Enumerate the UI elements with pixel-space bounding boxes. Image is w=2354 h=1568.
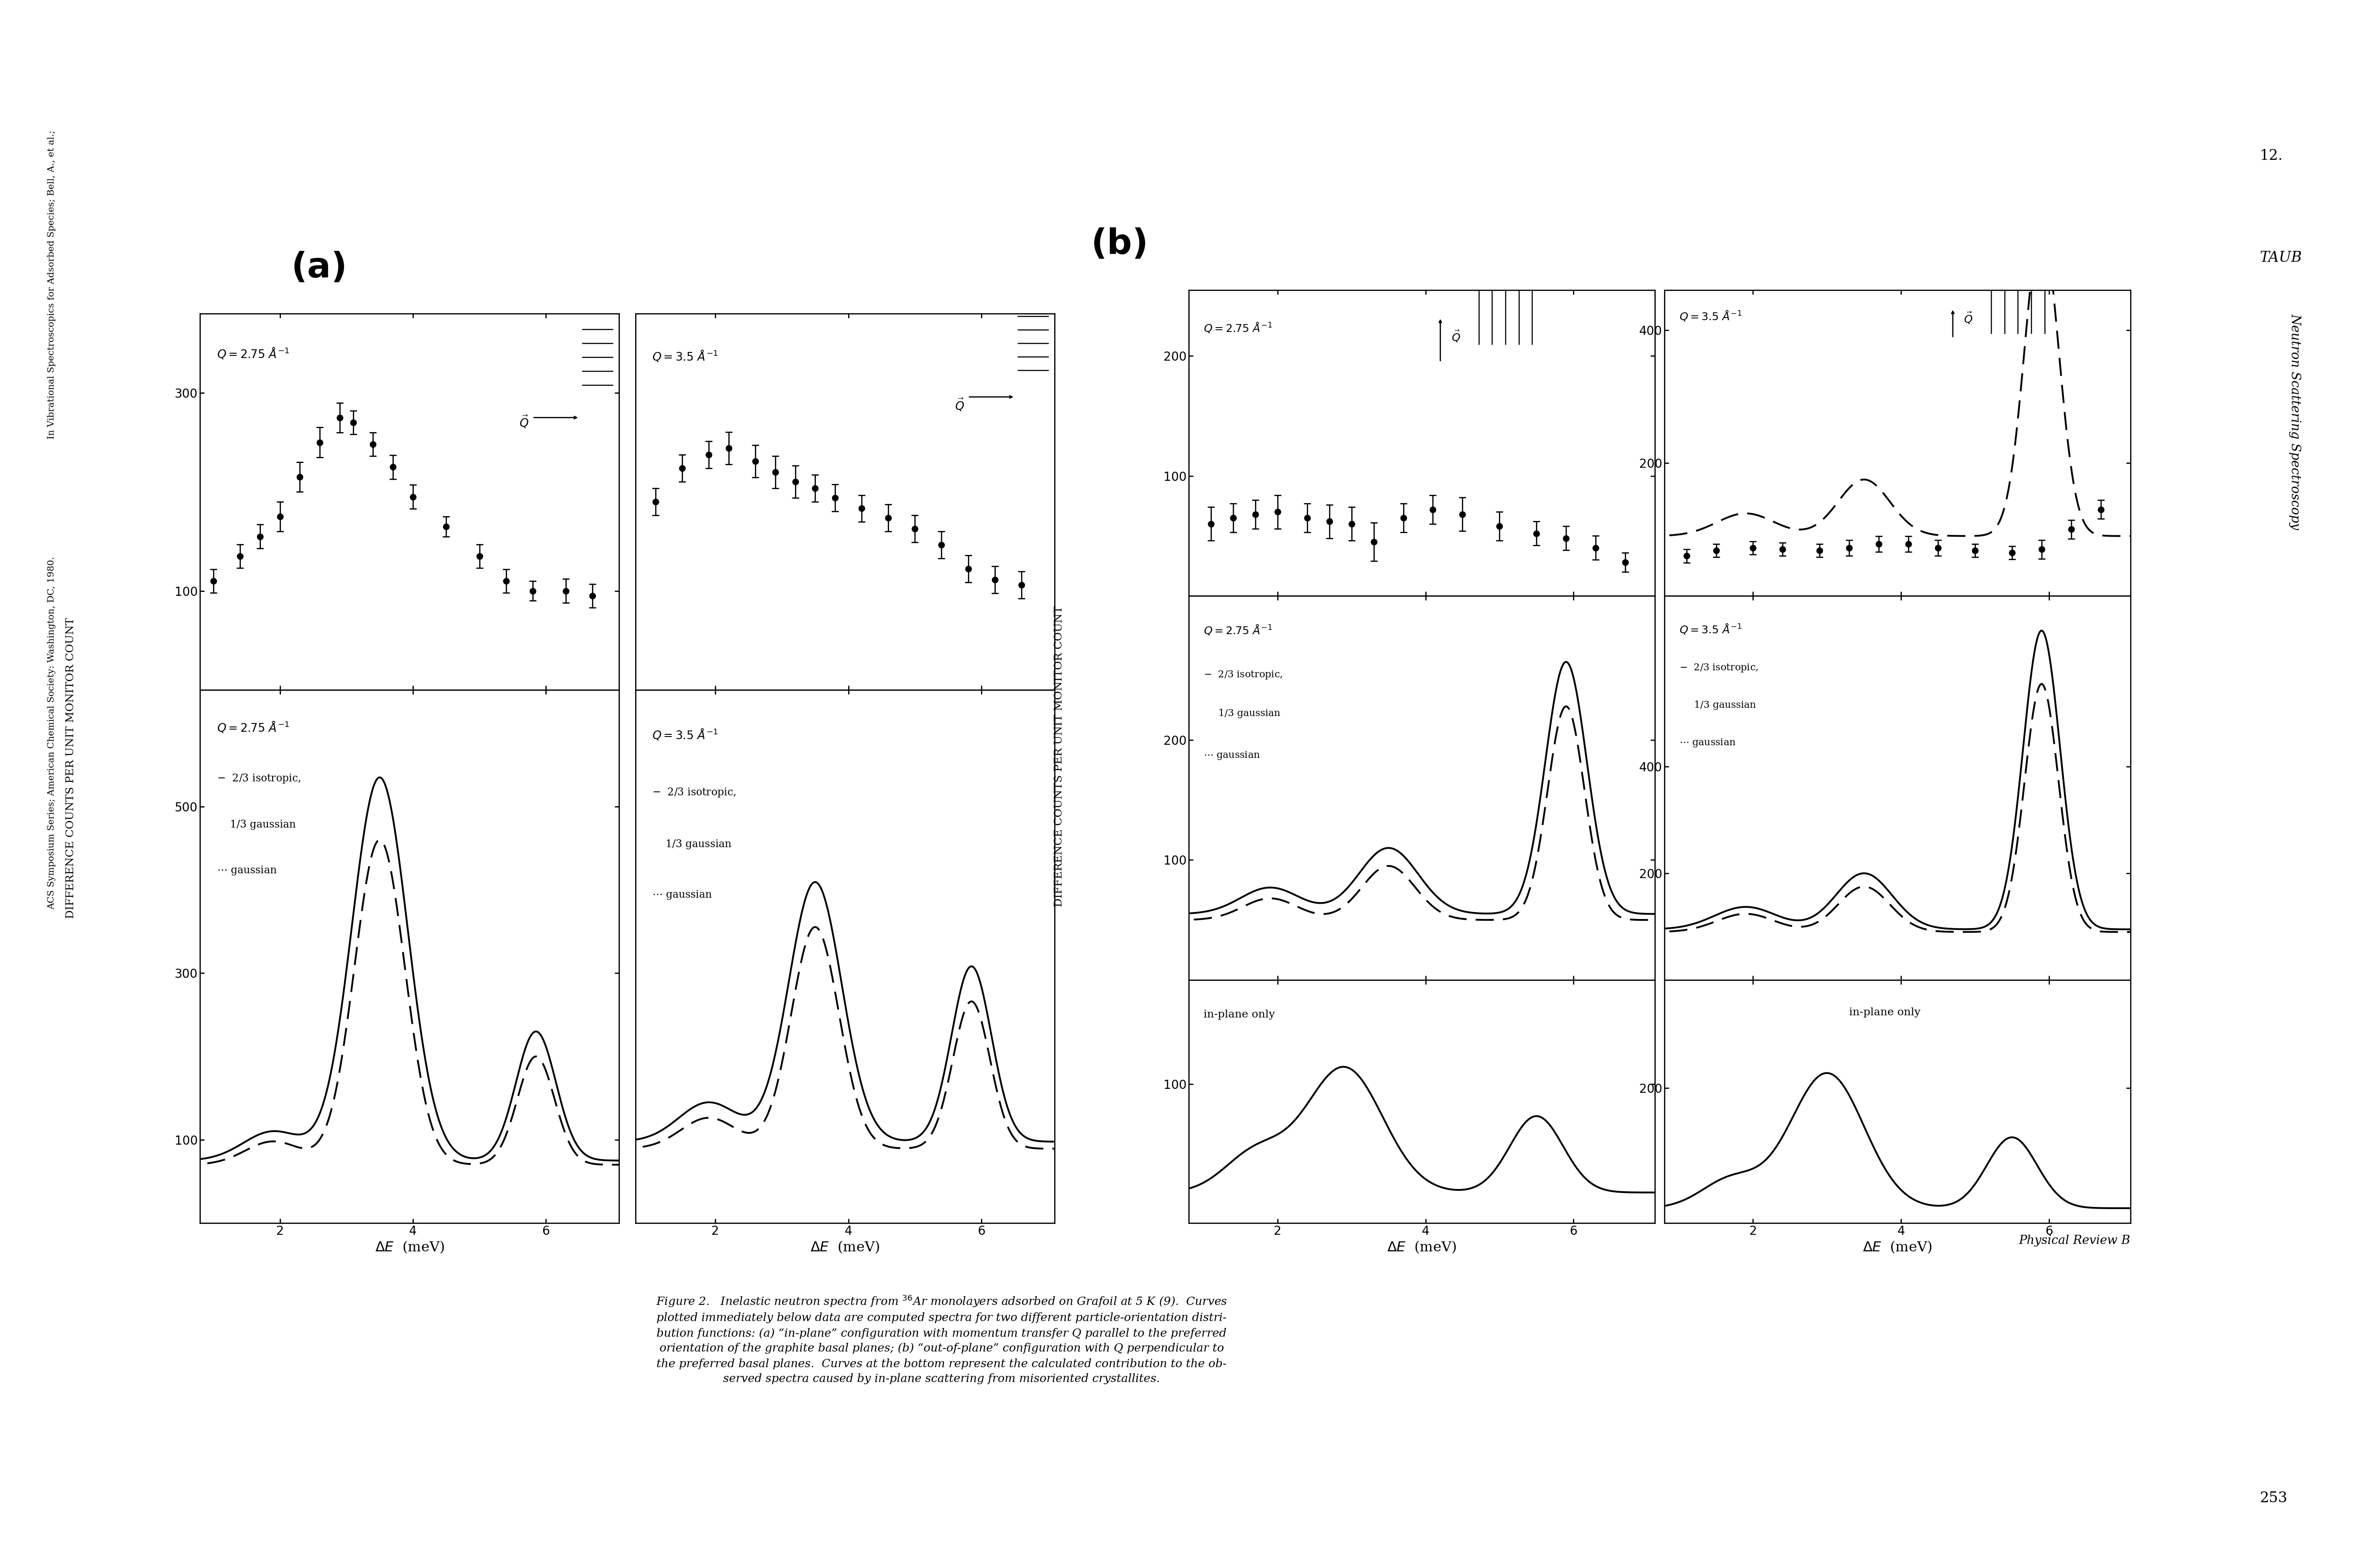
Text: Physical Review B: Physical Review B xyxy=(2020,1236,2130,1247)
Text: $Q=3.5\ \AA^{-1}$: $Q=3.5\ \AA^{-1}$ xyxy=(652,348,718,362)
Text: $\cdots$ gaussian: $\cdots$ gaussian xyxy=(652,889,713,900)
X-axis label: $\Delta E$  (meV): $\Delta E$ (meV) xyxy=(1387,1240,1457,1254)
Text: 12.: 12. xyxy=(2260,149,2283,163)
Text: $\vec{Q}$: $\vec{Q}$ xyxy=(956,397,965,412)
Text: $Q=3.5\ \AA^{-1}$: $Q=3.5\ \AA^{-1}$ xyxy=(652,728,718,742)
Text: $Q=3.5\ \AA^{-1}$: $Q=3.5\ \AA^{-1}$ xyxy=(1678,622,1742,635)
X-axis label: $\Delta E$  (meV): $\Delta E$ (meV) xyxy=(374,1240,445,1254)
Text: $\cdots$ gaussian: $\cdots$ gaussian xyxy=(1203,750,1259,760)
Text: 253: 253 xyxy=(2260,1491,2288,1505)
Text: in-plane only: in-plane only xyxy=(1203,1010,1276,1019)
Text: $\vec{Q}$: $\vec{Q}$ xyxy=(1963,310,1973,326)
Text: Neutron Scattering Spectroscopy: Neutron Scattering Spectroscopy xyxy=(2288,314,2302,530)
Text: $\vec{Q}$: $\vec{Q}$ xyxy=(520,414,530,430)
Text: DIFFERENCE COUNTS PER UNIT MONITOR COUNT: DIFFERENCE COUNTS PER UNIT MONITOR COUNT xyxy=(1055,607,1064,906)
Text: 1/3 gaussian: 1/3 gaussian xyxy=(1695,701,1756,710)
Text: $-\ $ 2/3 isotropic,: $-\ $ 2/3 isotropic, xyxy=(217,773,301,784)
Text: $Q=3.5\ \AA^{-1}$: $Q=3.5\ \AA^{-1}$ xyxy=(1678,309,1742,321)
Text: $Q=2.75\ \AA^{-1}$: $Q=2.75\ \AA^{-1}$ xyxy=(1203,321,1271,334)
Text: $-\ $ 2/3 isotropic,: $-\ $ 2/3 isotropic, xyxy=(1203,670,1283,681)
Text: 1/3 gaussian: 1/3 gaussian xyxy=(666,839,732,850)
Text: in-plane only: in-plane only xyxy=(1850,1007,1921,1018)
Text: $Q=2.75\ \AA^{-1}$: $Q=2.75\ \AA^{-1}$ xyxy=(217,720,290,734)
Text: Figure 2.   Inelastic neutron spectra from $^{36}$Ar monolayers adsorbed on Graf: Figure 2. Inelastic neutron spectra from… xyxy=(657,1294,1226,1385)
Text: $\mathbf{(a)}$: $\mathbf{(a)}$ xyxy=(292,251,344,285)
Text: $\cdots$ gaussian: $\cdots$ gaussian xyxy=(1678,737,1735,748)
X-axis label: $\Delta E$  (meV): $\Delta E$ (meV) xyxy=(1862,1240,1933,1254)
Text: 1/3 gaussian: 1/3 gaussian xyxy=(1219,709,1281,718)
Text: $\vec{Q}$: $\vec{Q}$ xyxy=(1452,329,1459,343)
Text: DIFFERENCE COUNTS PER UNIT MONITOR COUNT: DIFFERENCE COUNTS PER UNIT MONITOR COUNT xyxy=(66,618,75,919)
Text: $\cdots$ gaussian: $\cdots$ gaussian xyxy=(217,864,278,877)
X-axis label: $\Delta E$  (meV): $\Delta E$ (meV) xyxy=(810,1240,880,1254)
Text: ACS Symposium Series; American Chemical Society: Washington, DC, 1980.: ACS Symposium Series; American Chemical … xyxy=(47,557,56,909)
Text: TAUB: TAUB xyxy=(2260,251,2302,265)
Text: $-\ $ 2/3 isotropic,: $-\ $ 2/3 isotropic, xyxy=(652,787,737,798)
Text: $\mathbf{(b)}$: $\mathbf{(b)}$ xyxy=(1090,227,1146,262)
Text: $Q=2.75\ \AA^{-1}$: $Q=2.75\ \AA^{-1}$ xyxy=(217,347,290,361)
Text: $Q=2.75\ \AA^{-1}$: $Q=2.75\ \AA^{-1}$ xyxy=(1203,624,1271,637)
Text: $-\ $ 2/3 isotropic,: $-\ $ 2/3 isotropic, xyxy=(1678,663,1758,674)
Text: In Vibrational Spectroscopics for Adsorbed Species; Bell, A., et al.;: In Vibrational Spectroscopics for Adsorb… xyxy=(47,130,56,439)
Text: 1/3 gaussian: 1/3 gaussian xyxy=(231,820,297,829)
